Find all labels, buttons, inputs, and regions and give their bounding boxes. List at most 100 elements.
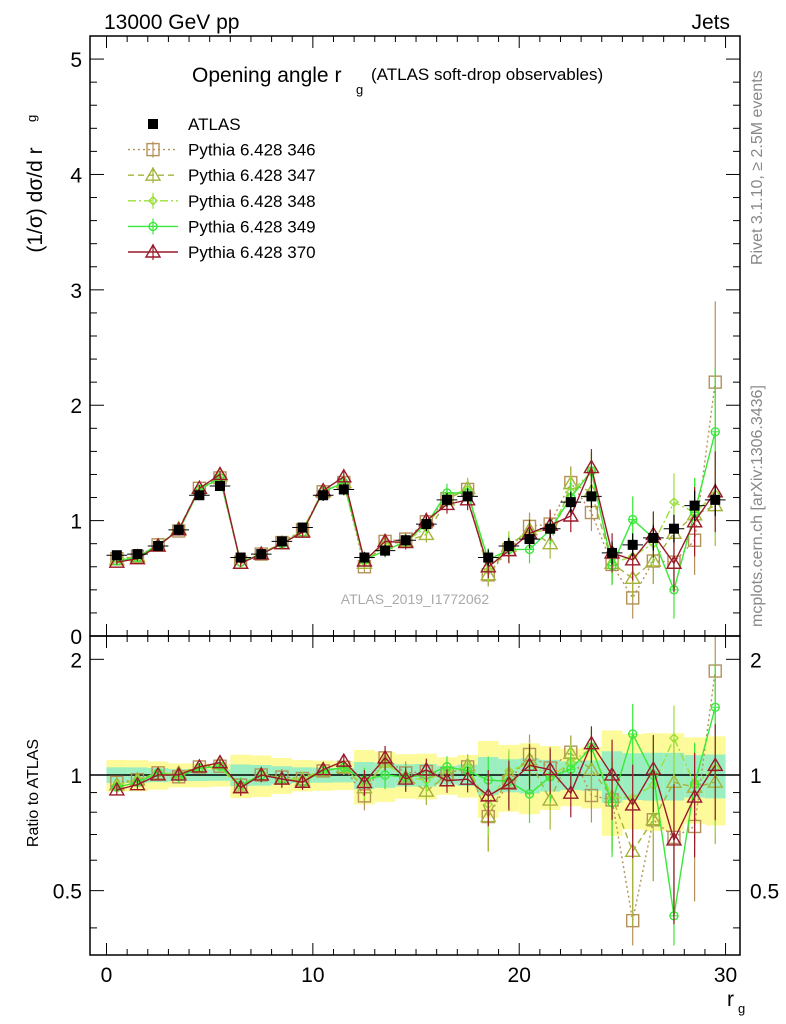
legend-marker [148,195,158,206]
ratio-point [376,749,394,764]
ratio-point [294,773,311,788]
y-label-sub: g [24,115,39,122]
ratio-point [273,770,291,785]
series-line [116,465,716,568]
data-point [111,550,122,561]
data-point [710,494,721,505]
bottom-panel-series [108,636,724,946]
x-axis-label: r g [727,988,745,1016]
data-point [421,519,432,530]
series-3 [111,447,721,583]
data-point [503,541,514,551]
data-point [318,490,329,501]
legend-entry: Pythia 6.428 370 [128,243,316,262]
data-point [211,466,229,481]
mcplots-label: mcplots.cern.ch [arXiv:1306.3436] [749,385,766,627]
data-point [338,484,349,495]
top-panel-ticks: 0 1 2 3 4 5 [70,35,740,649]
series-line [116,431,716,593]
data-point [607,547,618,558]
y-tick-label: 3 [70,280,82,303]
ratio-point [356,774,373,789]
legend-entry: Pythia 6.428 348 [128,192,316,211]
ratio-point [668,733,679,744]
data-point [665,554,683,570]
ratio-point [335,752,353,767]
legend-label: Pythia 6.428 348 [188,192,316,211]
y-label-main: (1/σ) dσ/d r [24,147,47,252]
data-point [153,541,164,551]
ratio-point [397,770,414,785]
ratio-point [665,831,683,846]
ratio-point [418,761,435,776]
data-point [627,539,638,550]
ratio-point [232,779,249,794]
legend-entry: Pythia 6.428 349 [128,217,316,236]
data-point [418,526,435,541]
x-tick-label: 20 [508,964,531,987]
y-tick-label: 5 [70,49,82,72]
chart-title: Opening angle r g (ATLAS soft-drop obser… [192,64,603,97]
data-point [359,552,370,563]
series-1 [110,301,722,619]
header-right: Jets [691,11,730,34]
ratio-point [624,796,641,811]
data-point [380,545,391,556]
ratio-tick-label-right: 2 [750,649,762,672]
legend-label: Pythia 6.428 370 [188,243,316,262]
rivet-label: Rivet 3.1.10, ≥ 2.5M events [749,70,766,265]
ratio-point [583,735,600,750]
ratio-point [418,782,435,797]
ratio-point [438,772,456,787]
top-panel-series [106,301,726,619]
legend-entry: ATLAS [148,115,241,134]
legend-entry: Pythia 6.428 347 [128,166,316,185]
series-line [116,382,716,600]
legend-label: Pythia 6.428 349 [188,217,316,236]
ratio-point [149,766,167,781]
data-point [624,569,641,585]
ratio-point [129,776,146,791]
x-tick-label: 10 [301,964,324,987]
ratio-point [480,787,497,802]
data-point [132,549,143,560]
data-point [483,552,494,563]
y-tick-label: 4 [70,164,82,187]
data-point [194,490,205,501]
data-point [586,491,597,502]
ratio-point [314,761,332,776]
ratio-point [521,756,538,772]
ratio-point [253,766,270,781]
ratio-tick-label: 0.5 [53,881,82,904]
ratio-point [500,775,518,790]
ratio-point [645,760,662,775]
data-point [400,535,411,546]
legend: ATLAS Pythia 6.428 346 Pythia 6.428 347 Pyt… [128,115,316,262]
ratio-line [116,670,716,921]
title-main: Opening angle r [192,64,341,87]
data-point [480,558,497,573]
legend-label: Pythia 6.428 347 [188,166,316,185]
bottom-panel-frame [89,635,741,956]
data-point [565,497,576,508]
ratio-point [562,784,580,799]
title-suffix: (ATLAS soft-drop observables) [371,65,603,84]
y-tick-label: 1 [70,511,82,534]
data-point [562,507,580,522]
data-point [256,549,267,560]
data-point [583,459,600,474]
ratio-point [170,766,187,781]
data-point [235,552,246,563]
data-point [545,523,556,534]
data-point [441,494,452,505]
ratio-point [603,766,621,781]
data-point [624,551,641,566]
data-point [335,468,353,483]
y-axis-label-top: (1/σ) dσ/d r g [24,115,47,253]
ratio-point [191,758,208,773]
data-point [173,524,184,535]
legend-entry: Pythia 6.428 346 [128,141,316,160]
y-tick-label: 0 [70,626,82,649]
data-point [689,500,700,511]
series-line [116,474,716,580]
